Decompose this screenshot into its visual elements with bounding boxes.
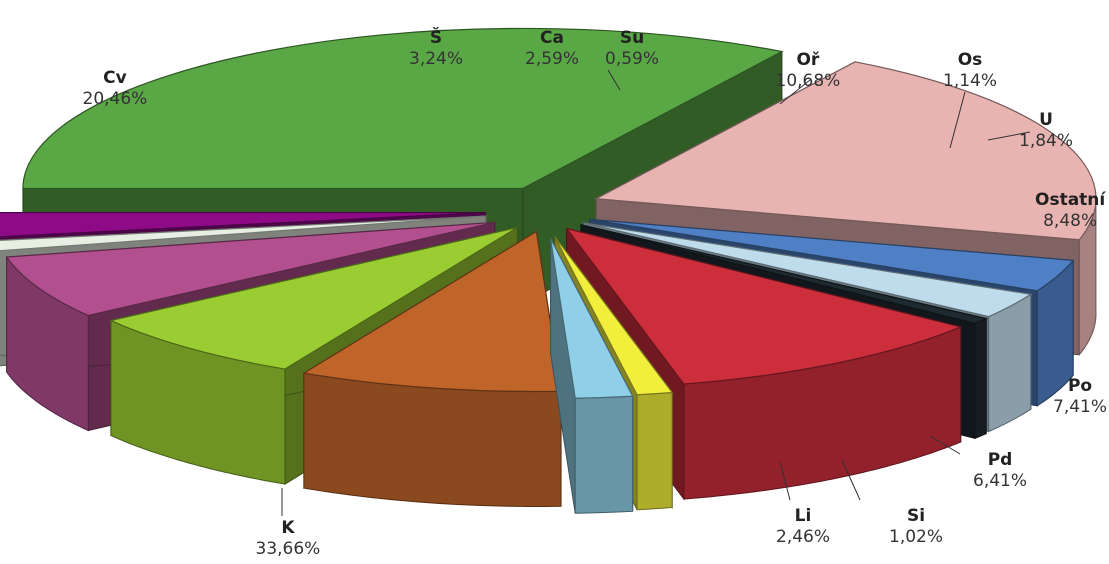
leader-line-Si	[841, 459, 861, 501]
slice-label-K: K 33,66%	[256, 518, 321, 560]
slice-label-Pd: Pd 6,41%	[973, 450, 1027, 492]
slice-label-Cv: Cv 20,46%	[83, 68, 148, 110]
slice-percent: 1,84%	[1019, 131, 1074, 151]
slice-percent: 20,46%	[82, 89, 148, 109]
slice-percent: 8,48%	[1043, 211, 1098, 231]
slice-name: Cv	[103, 68, 127, 88]
slice-label-Si: Si 1,02%	[889, 506, 943, 548]
slice-percent: 3,24%	[409, 49, 464, 69]
slice-percent: 6,41%	[973, 471, 1028, 491]
slice-label-Os: Os 1,14%	[943, 50, 997, 92]
slice-name: Os	[957, 50, 983, 70]
leader-line-Oř	[779, 79, 811, 105]
slice-percent: 1,02%	[889, 527, 944, 547]
slice-label-Š: Š 3,24%	[409, 28, 463, 70]
slice-label-Po: Po 7,41%	[1053, 376, 1107, 418]
slice-percent: 10,68%	[775, 71, 841, 91]
slice-label-Oř: Oř 10,68%	[776, 50, 841, 92]
slice-label-Ostatní: Ostatní 8,48%	[1035, 190, 1105, 232]
slice-name: Li	[794, 506, 812, 526]
leader-line-Os	[949, 91, 966, 149]
slice-name: K	[281, 518, 295, 538]
slice-label-Su: Su 0,59%	[605, 28, 659, 70]
slice-name: Ostatní	[1035, 190, 1106, 210]
slice-name: Po	[1067, 376, 1093, 396]
slice-name: Š	[429, 28, 443, 48]
slice-name: Pd	[987, 450, 1013, 470]
slice-label-Li: Li 2,46%	[776, 506, 830, 548]
slice-name: Si	[906, 506, 926, 526]
slice-label-Ca: Ca 2,59%	[525, 28, 579, 70]
pie-slice-U	[549, 238, 634, 514]
slice-percent: 1,14%	[943, 71, 998, 91]
leader-line-U	[987, 131, 1031, 141]
slice-name: Ca	[540, 28, 564, 48]
slice-name: Su	[619, 28, 645, 48]
slice-label-U: U 1,84%	[1019, 110, 1073, 152]
slice-percent: 2,59%	[525, 49, 580, 69]
slice-name: Oř	[796, 50, 820, 70]
pie-slice-Ostatní	[302, 230, 562, 507]
leader-line-Pd	[929, 435, 961, 455]
slice-percent: 33,66%	[255, 539, 321, 559]
slice-percent: 2,46%	[776, 527, 831, 547]
slice-name: U	[1039, 110, 1053, 130]
slice-percent: 0,59%	[605, 49, 660, 69]
slice-percent: 7,41%	[1053, 397, 1108, 417]
leader-line-Li	[779, 461, 791, 501]
leader-line-Su	[607, 69, 621, 91]
